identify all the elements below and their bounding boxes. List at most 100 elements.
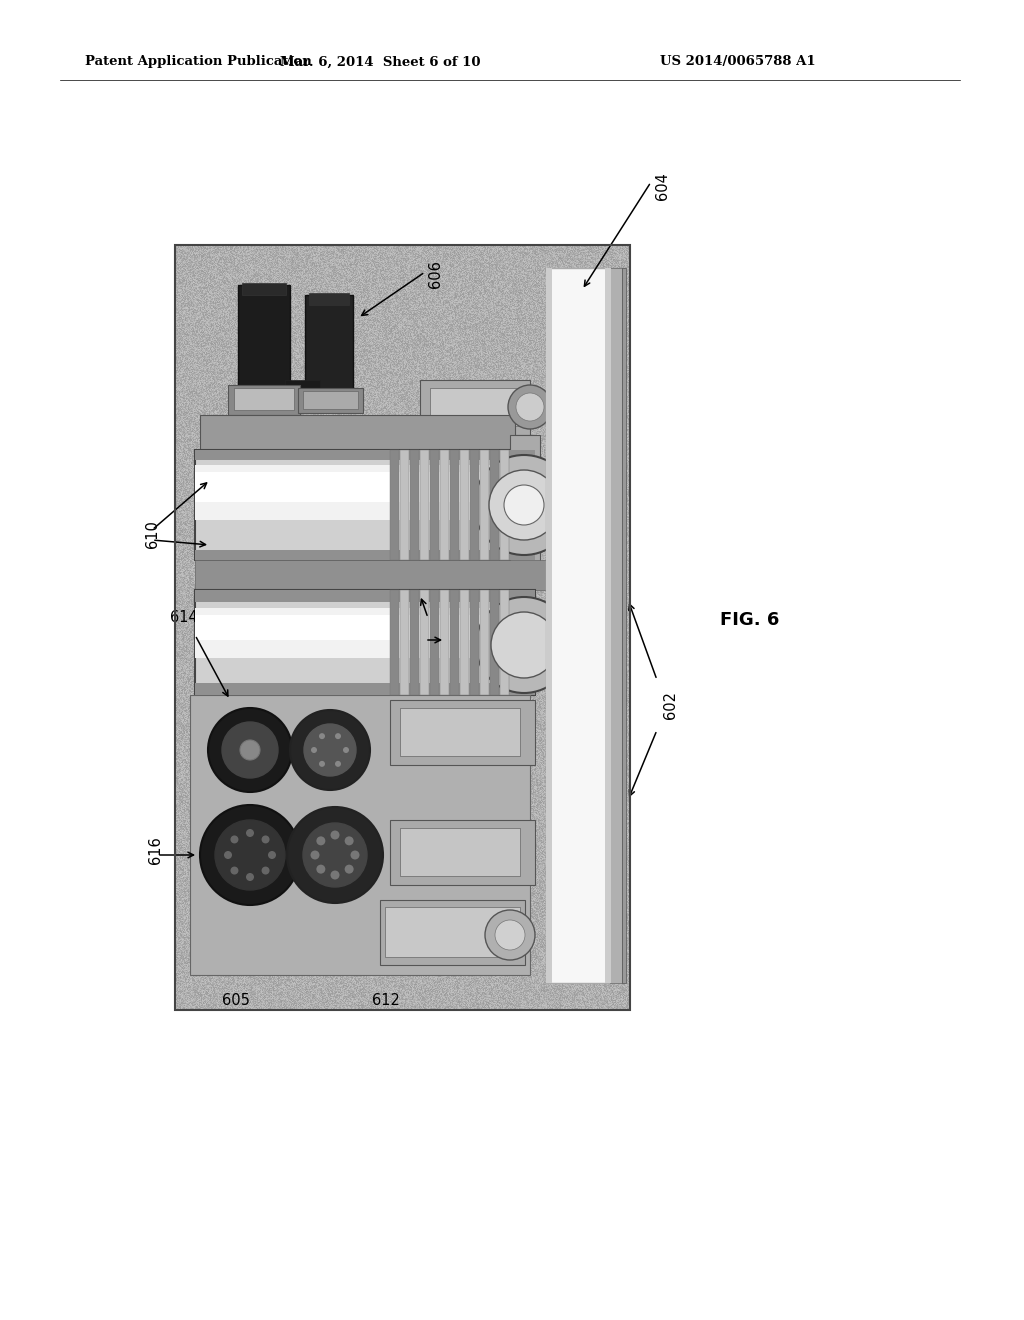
Circle shape	[287, 807, 383, 903]
Circle shape	[474, 455, 574, 554]
Bar	[490, 590, 499, 696]
Circle shape	[222, 722, 278, 777]
Circle shape	[343, 747, 349, 752]
Bar	[238, 285, 290, 389]
Circle shape	[476, 597, 572, 693]
Bar	[195, 550, 535, 560]
Bar	[440, 590, 449, 696]
Bar	[510, 436, 540, 576]
Text: 605: 605	[222, 993, 250, 1008]
Bar	[175, 246, 630, 1010]
Bar	[470, 590, 479, 696]
Bar	[622, 268, 626, 983]
Bar	[610, 268, 622, 983]
Text: 614: 614	[170, 610, 198, 624]
Bar	[400, 828, 520, 876]
Text: 602: 602	[663, 690, 678, 719]
Circle shape	[335, 733, 341, 739]
Bar	[200, 414, 515, 450]
Circle shape	[350, 850, 359, 859]
Circle shape	[319, 733, 325, 739]
Circle shape	[335, 760, 341, 767]
Bar	[430, 450, 439, 560]
Bar	[285, 380, 319, 403]
Circle shape	[208, 708, 292, 792]
Bar	[195, 682, 535, 696]
Circle shape	[230, 866, 239, 875]
Bar	[546, 268, 611, 983]
Circle shape	[345, 865, 353, 874]
Bar	[228, 385, 300, 414]
Bar	[380, 900, 525, 965]
Bar	[420, 450, 429, 560]
Circle shape	[230, 836, 239, 843]
Bar	[303, 391, 358, 409]
Circle shape	[495, 920, 525, 950]
Circle shape	[316, 865, 326, 874]
Circle shape	[268, 851, 276, 859]
Circle shape	[319, 760, 325, 767]
Circle shape	[331, 830, 340, 840]
Bar	[460, 590, 469, 696]
Bar	[195, 590, 535, 696]
Bar	[480, 590, 489, 696]
Text: 606: 606	[428, 260, 443, 288]
Bar	[195, 609, 535, 657]
Circle shape	[224, 851, 232, 859]
Circle shape	[331, 870, 340, 879]
Text: 616: 616	[148, 836, 163, 863]
Bar	[195, 450, 535, 560]
Bar	[195, 560, 555, 590]
Circle shape	[200, 805, 300, 906]
Bar	[400, 450, 409, 560]
Bar	[234, 388, 294, 411]
Bar	[242, 282, 286, 294]
Bar	[390, 820, 535, 884]
Circle shape	[303, 822, 367, 887]
Bar	[195, 465, 535, 520]
Bar	[420, 590, 429, 696]
Bar	[410, 590, 419, 696]
Bar	[390, 590, 399, 696]
Bar	[195, 473, 535, 502]
Bar	[195, 590, 535, 602]
Circle shape	[490, 612, 557, 678]
Bar	[385, 907, 520, 957]
Circle shape	[516, 393, 544, 421]
Bar	[490, 450, 499, 560]
Bar	[390, 700, 535, 766]
Text: 610: 610	[145, 520, 160, 548]
Circle shape	[240, 741, 260, 760]
Bar	[410, 450, 419, 560]
Bar	[309, 293, 349, 305]
Circle shape	[504, 484, 544, 525]
Circle shape	[290, 710, 370, 789]
Circle shape	[310, 850, 319, 859]
Bar	[195, 615, 535, 640]
Bar	[450, 590, 459, 696]
Bar	[430, 388, 520, 426]
Bar	[500, 450, 509, 560]
Bar	[470, 450, 479, 560]
Bar	[546, 268, 552, 983]
Bar	[420, 380, 530, 436]
Text: 608: 608	[420, 609, 435, 636]
Bar	[298, 388, 362, 413]
Bar	[400, 708, 520, 756]
Circle shape	[304, 723, 356, 776]
Bar	[500, 590, 509, 696]
Bar	[390, 450, 399, 560]
Circle shape	[261, 836, 269, 843]
Bar	[430, 590, 439, 696]
Bar	[440, 450, 449, 560]
Circle shape	[215, 820, 285, 890]
Bar	[190, 696, 530, 975]
Circle shape	[311, 747, 317, 752]
Circle shape	[345, 837, 353, 845]
Bar	[400, 590, 409, 696]
Circle shape	[489, 470, 559, 540]
Text: FIG. 6: FIG. 6	[720, 611, 779, 630]
Bar	[480, 450, 489, 560]
Text: 612: 612	[372, 993, 400, 1008]
Circle shape	[246, 873, 254, 880]
